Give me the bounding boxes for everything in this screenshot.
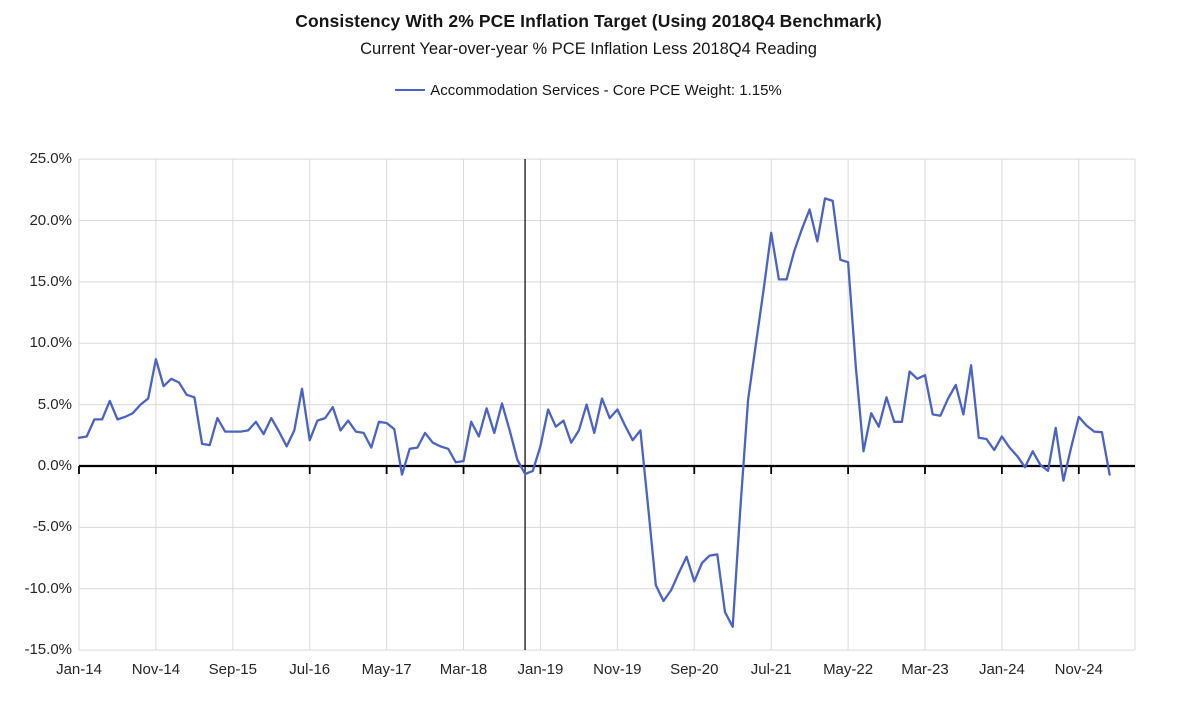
x-axis-tick-label: May-22: [823, 661, 874, 678]
y-axis-tick-label: 20.0%: [29, 211, 72, 229]
x-axis-tick-label: May-17: [361, 661, 412, 678]
x-axis-tick-label: Sep-15: [208, 661, 257, 678]
y-axis-tick-label: -15.0%: [24, 641, 72, 659]
legend-label: Accommodation Services - Core PCE Weight…: [430, 81, 782, 99]
x-axis-tick-label: Mar-18: [439, 661, 488, 678]
x-axis-tick-label: Nov-19: [593, 661, 642, 678]
y-axis-tick-label: 5.0%: [37, 395, 72, 413]
x-axis-tick-label: Nov-14: [131, 661, 181, 678]
x-axis-tick-label: Jan-19: [517, 661, 564, 678]
x-axis-tick-label: Mar-23: [901, 661, 949, 678]
y-axis-tick-label: 15.0%: [29, 272, 72, 290]
y-axis-tick-label: -10.0%: [24, 579, 72, 597]
series-line: [77, 197, 1111, 628]
chart-legend: Accommodation Services - Core PCE Weight…: [0, 80, 1177, 100]
y-axis-tick-label: 25.0%: [29, 150, 72, 168]
x-axis-tick-label: Jul-16: [289, 661, 331, 678]
chart-title: Consistency With 2% PCE Inflation Target…: [295, 11, 882, 31]
y-axis-tick-label: -5.0%: [32, 518, 72, 536]
x-axis-tick-label: Jul-21: [750, 661, 792, 678]
x-axis-tick-label: Jan-14: [56, 661, 102, 678]
y-axis-tick-label: 0.0%: [37, 457, 72, 474]
legend-line-swatch: [395, 89, 426, 91]
chart-subtitle: Current Year-over-year % PCE Inflation L…: [360, 40, 817, 58]
x-axis-tick-label: Nov-24: [1054, 661, 1103, 678]
x-axis-tick-label: Sep-20: [670, 661, 719, 678]
y-axis-tick-label: 10.0%: [29, 334, 72, 352]
x-axis-tick-label: Jan-24: [978, 661, 1025, 678]
